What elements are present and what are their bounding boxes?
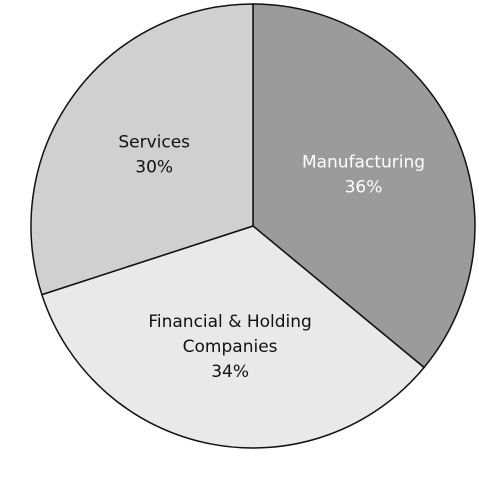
- slice-category-label: Financial & Holding: [148, 312, 312, 332]
- slice-category-label: Services: [118, 133, 190, 153]
- slice-category-label: Companies: [183, 337, 278, 357]
- slice-label-financial-holding-companies: Financial & Holding Companies 34%: [148, 312, 312, 382]
- slice-label-services: Services 30%: [118, 133, 190, 178]
- slice-category-label: Manufacturing: [302, 153, 425, 173]
- pie-slice-manufacturing: [252, 3, 476, 369]
- slice-percent-label: 36%: [345, 178, 383, 198]
- slice-percent-label: 30%: [135, 158, 173, 178]
- slice-percent-label: 34%: [211, 362, 249, 382]
- pie-slice-services: [30, 3, 254, 296]
- pie-slice-financial-holding-companies: [41, 225, 425, 449]
- pie-slices: [30, 3, 476, 449]
- pie-labels: Manufacturing 36% Financial & Holding Compa…: [118, 133, 425, 382]
- slice-label-manufacturing: Manufacturing 36%: [302, 153, 425, 198]
